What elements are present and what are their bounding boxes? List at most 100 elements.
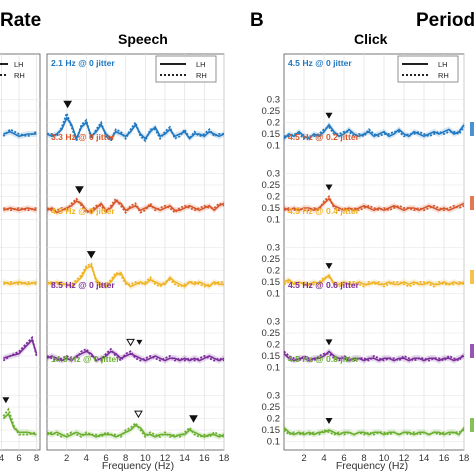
click-condition-label: 4.5 Hz @ 0 jitter [288, 58, 352, 68]
speech-left-row-1-rh-line [3, 207, 37, 212]
speech-left-row-4-band [3, 410, 37, 438]
click-condition-label: 4.5 Hz @ 0.6 jitter [288, 280, 360, 290]
click-y-tick-label: 0.15 [262, 203, 281, 214]
speech-legend: LH RH [155, 55, 217, 83]
speech-condition-label: 4.5 Hz @ 0 jitter [51, 206, 115, 216]
click-y-tick-label: 0.15 [262, 351, 281, 362]
peak-marker [126, 338, 135, 347]
secondary-marker [136, 339, 143, 345]
click-y-tick-label: 0.3 [267, 169, 280, 180]
partial-peak-marker [2, 397, 10, 404]
click-y-tick-label: 0.15 [262, 425, 281, 436]
click-row-1-lh-line [283, 197, 465, 212]
peak-marker [63, 100, 73, 109]
click-condition-label: 4.5 Hz @ 0.2 jitter [288, 132, 360, 142]
speech-row-0-rh-line [47, 110, 224, 144]
click-y-tick-label: 0.15 [262, 277, 281, 288]
peak-marker [325, 418, 333, 424]
speech-row-4-rh-line [46, 421, 225, 439]
click-y-tick-label: 0.25 [262, 180, 281, 191]
click-y-tick-label: 0.1 [267, 215, 280, 226]
click-y-tick-label: 0.2 [267, 192, 280, 203]
click-y-tick-label: 0.3 [267, 243, 280, 254]
speech-left-row-0-rh-line [2, 128, 37, 138]
click-y-tick-label: 0.25 [262, 328, 281, 339]
speech-row-2-rh-line [46, 262, 224, 288]
click-y-tick-label: 0.25 [262, 254, 281, 265]
click-condition-label: 4.5 Hz @ 0.8 jitter [288, 354, 360, 364]
speech-left-row-3-rh-line [2, 335, 38, 362]
peak-marker [86, 251, 96, 259]
click-xlabel: Frequency (Hz) [336, 460, 408, 472]
panel-frame [46, 53, 225, 451]
click-row-4-band [284, 424, 464, 438]
speech-row-3-rh-line [46, 347, 225, 362]
click-x-tick-label: 12 [399, 453, 410, 464]
speech-left-x-tick-label: 4 [0, 453, 4, 464]
peak-marker [325, 184, 333, 191]
speech-row-4-band [47, 422, 224, 440]
click-row-0-lh-line [283, 123, 465, 140]
rate-heading: Rate [0, 10, 41, 31]
click-y-tick-label: 0.25 [262, 106, 281, 117]
click-y-tick-label: 0.1 [267, 437, 280, 448]
speech-row-1-lh-line [46, 200, 225, 214]
click-x-tick-label: 4 [321, 453, 326, 464]
click-y-tick-label: 0.25 [262, 402, 281, 413]
click-legend-lh: LH [438, 60, 448, 69]
click-row-0-rh-line [284, 125, 465, 140]
peak-marker [75, 186, 84, 194]
click-x-tick-label: 14 [419, 453, 430, 464]
cutoff-trace [470, 196, 474, 210]
panel-frame [283, 53, 465, 451]
speech-condition-label: 8.5 Hz @ 0 jitter [51, 280, 115, 290]
speech-condition-label: 3.3 Hz @ 0 jitter [51, 132, 115, 142]
click-legend-rh: RH [438, 71, 449, 80]
speech-x-tick-label: 10 [140, 453, 151, 464]
speech-left-row-4-lh-line [2, 412, 37, 436]
legend-rh: RH [196, 71, 207, 80]
click-x-tick-label: 6 [341, 453, 346, 464]
click-y-tick-label: 0.2 [267, 266, 280, 277]
speech-left-x-tick-label: 8 [34, 453, 39, 464]
speech-row-2-band [47, 262, 224, 290]
speech-left-row-3-lh-line [3, 338, 38, 360]
peak-marker [189, 415, 198, 423]
speech-row-4-lh-line [46, 424, 225, 438]
cutoff-trace [470, 122, 474, 136]
speech-legend-partial: LH RH [0, 60, 25, 80]
panel-b-label: B [250, 10, 264, 31]
click-condition-label: 4.5 Hz @ 0.4 jitter [288, 206, 360, 216]
cutoff-trace [470, 344, 474, 358]
click-x-tick-label: 18 [459, 453, 470, 464]
click-y-tick-label: 0.1 [267, 141, 280, 152]
legend-lh: LH [196, 60, 206, 69]
peak-marker [325, 263, 333, 270]
click-title: Click [354, 31, 388, 47]
speech-left-row-4-rh-line [2, 407, 37, 436]
speech-xlabel: Frequency (Hz) [102, 460, 174, 472]
harmonic-marker [134, 410, 143, 419]
click-row-3-rh-line [283, 350, 465, 362]
click-row-1-rh-line [283, 194, 465, 212]
speech-x-tick-label: 12 [160, 453, 171, 464]
speech-condition-label: 14.9 Hz @ 0 jitter [51, 354, 120, 364]
click-x-tick-label: 16 [439, 453, 450, 464]
speech-x-tick-label: 2 [64, 453, 69, 464]
speech-x-tick-label: 14 [179, 453, 190, 464]
speech-x-tick-label: 16 [199, 453, 210, 464]
click-y-tick-label: 0.2 [267, 340, 280, 351]
click-row-1-band [284, 195, 464, 214]
click-row-2-rh-line [283, 276, 465, 288]
speech-row-1-rh-line [46, 197, 225, 215]
click-x-tick-label: 8 [361, 453, 366, 464]
speech-title: Speech [118, 31, 168, 47]
speech-left-row-1-band [3, 205, 37, 214]
click-y-tick-label: 0.3 [267, 391, 280, 402]
speech-left-x-tick-label: 6 [16, 453, 21, 464]
speech-x-tick-label: 6 [103, 453, 108, 464]
click-row-4-rh-line [283, 428, 465, 436]
speech-row-3-lh-line [46, 350, 225, 362]
panel-frame [0, 53, 41, 451]
